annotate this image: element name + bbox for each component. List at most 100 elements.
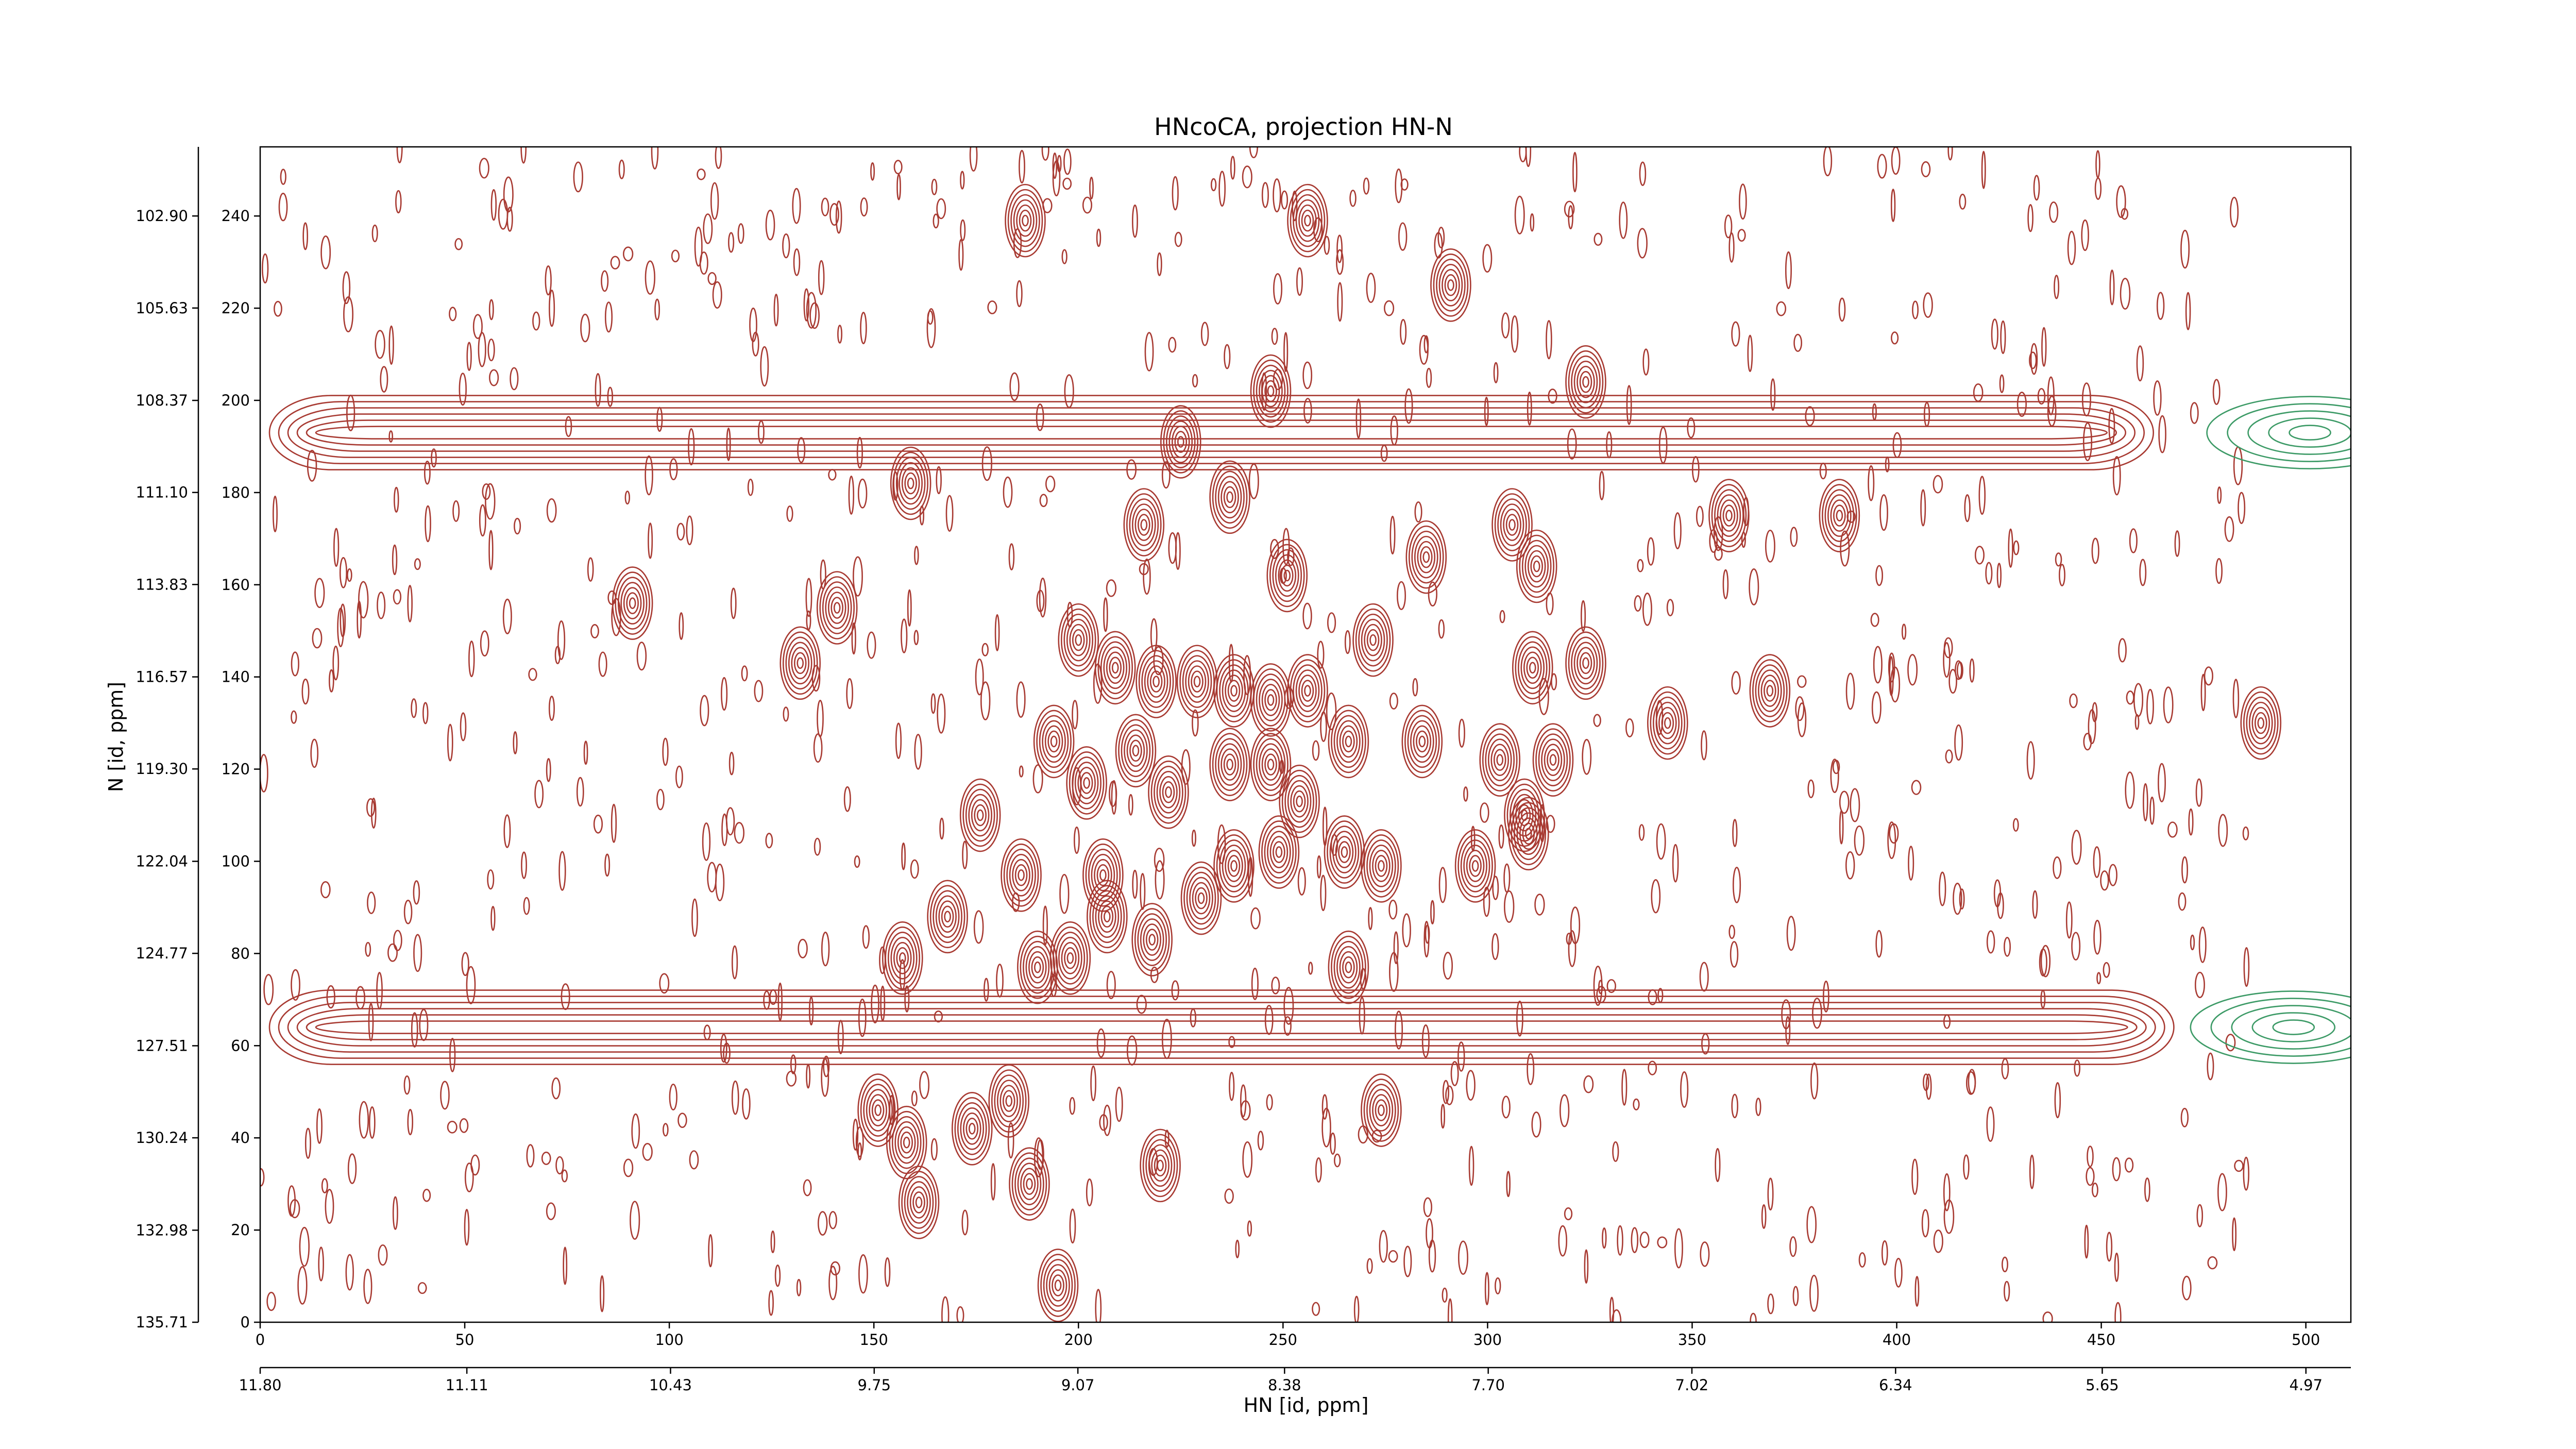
noise <box>1428 581 1437 606</box>
noise <box>1106 971 1116 999</box>
noise <box>1095 1289 1102 1322</box>
noise <box>1224 344 1231 369</box>
contour-level <box>1005 183 1046 258</box>
noise <box>768 1290 774 1316</box>
noise <box>1442 1080 1449 1104</box>
noise <box>1732 867 1741 903</box>
noise <box>1132 869 1138 899</box>
contour-level <box>909 1186 928 1219</box>
contour-level <box>1192 882 1211 915</box>
noise <box>792 188 801 224</box>
contour-level <box>1752 659 1788 722</box>
noise <box>1287 547 1295 566</box>
contour-level <box>1013 199 1038 242</box>
contour-level <box>1165 786 1172 798</box>
noise <box>387 943 398 962</box>
contour-level <box>1087 880 1128 954</box>
contour-level <box>1058 603 1099 677</box>
contour-level <box>1014 864 1028 886</box>
noise <box>1567 428 1577 460</box>
contour-level <box>1579 652 1592 675</box>
noise <box>797 437 806 463</box>
contour-level <box>2251 1012 2336 1042</box>
negative-peak <box>2206 396 2351 469</box>
noise <box>358 581 369 619</box>
contour-level <box>1188 665 1207 698</box>
noise <box>1139 563 1149 576</box>
contour-level <box>1104 911 1111 923</box>
contour-level <box>1217 476 1242 519</box>
noise <box>871 984 879 1024</box>
noise <box>1642 348 1650 376</box>
noise <box>1308 962 1313 975</box>
noise <box>1570 906 1581 945</box>
contour-level <box>1293 664 1323 717</box>
contour-level <box>1708 479 1750 552</box>
y-tick-label: 200 <box>222 392 250 409</box>
contour-level <box>1258 815 1300 889</box>
peak <box>988 1064 1030 1138</box>
noise <box>1016 280 1023 308</box>
noise <box>561 1169 568 1183</box>
contour-level <box>1284 774 1314 828</box>
contour-level <box>1658 706 1677 739</box>
y2-tick-label: 132.98 <box>136 1221 188 1239</box>
noise <box>1450 1061 1459 1086</box>
contour-level <box>1212 465 1248 529</box>
noise <box>1482 244 1493 273</box>
noise <box>1566 933 1572 945</box>
noise <box>503 176 514 213</box>
contour-level <box>927 880 968 954</box>
noise <box>359 1101 369 1139</box>
noise <box>2049 201 2059 223</box>
noise <box>328 669 334 693</box>
noise <box>1333 1153 1341 1168</box>
contour-level <box>929 885 965 949</box>
contour-level <box>1438 264 1463 307</box>
noise <box>1393 931 1399 965</box>
noise <box>545 265 552 296</box>
noise <box>2013 540 2020 555</box>
contour-level <box>1361 829 1402 903</box>
noise <box>1793 333 1803 352</box>
noise <box>2074 1059 2081 1077</box>
contour-level <box>1339 951 1358 984</box>
contour-level <box>1019 209 1032 232</box>
noise <box>541 1151 551 1165</box>
contour-level <box>1074 762 1099 804</box>
noise <box>488 299 494 321</box>
contour-level <box>1115 714 1157 788</box>
noise <box>936 198 946 220</box>
noise <box>708 1234 713 1268</box>
contour-level <box>968 1123 976 1135</box>
contour-level <box>1521 540 1552 593</box>
noise <box>1890 189 1896 222</box>
contour-level <box>1280 564 1294 587</box>
peak <box>612 566 653 640</box>
ridge-level <box>268 395 2155 470</box>
contour-level <box>1157 1159 1164 1172</box>
noise <box>2004 937 2011 957</box>
noise <box>1273 273 1283 305</box>
contour-level <box>1525 828 1532 840</box>
contour-level <box>1145 929 1159 951</box>
noise <box>413 934 422 972</box>
contour-level <box>1097 636 1133 700</box>
noise <box>1414 501 1422 523</box>
noise <box>1647 537 1655 566</box>
noise <box>342 271 351 305</box>
noise <box>1501 1096 1511 1119</box>
noise <box>449 1038 456 1072</box>
noise <box>2195 778 2202 807</box>
noise <box>913 630 919 645</box>
noise <box>742 1088 751 1120</box>
noise <box>368 1106 376 1139</box>
noise <box>703 213 713 244</box>
contour-level <box>1072 629 1085 651</box>
noise <box>468 641 475 678</box>
noise <box>388 430 394 443</box>
contour-level <box>793 652 807 675</box>
noise <box>1492 875 1499 900</box>
noise <box>1442 1287 1448 1303</box>
contour-level <box>1485 733 1515 786</box>
